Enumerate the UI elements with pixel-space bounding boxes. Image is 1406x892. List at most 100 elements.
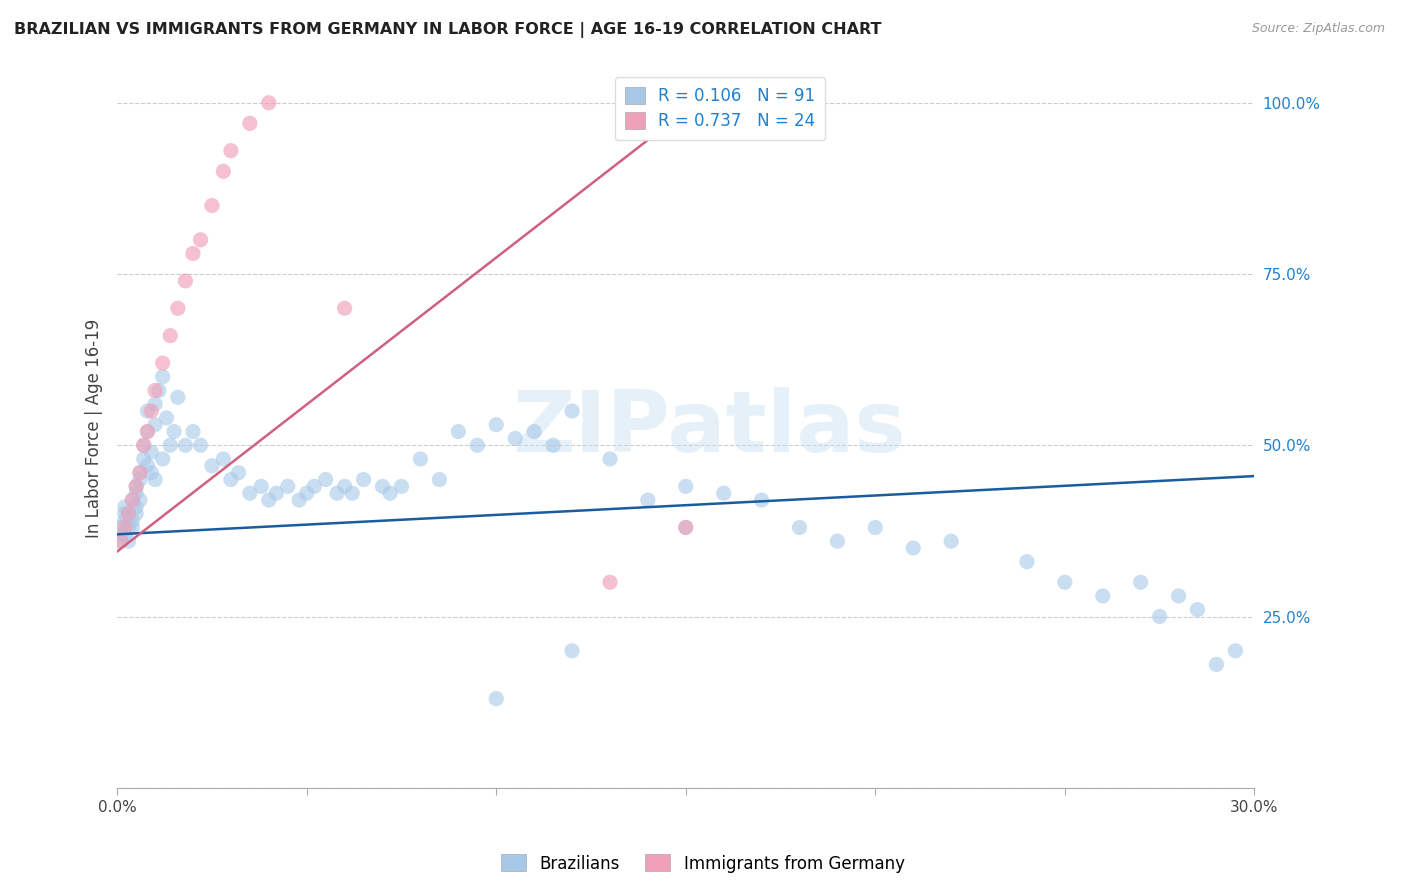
Point (288, 493, 311, 508)
Point (159, 328, 181, 343)
Point (121, 493, 143, 508)
Point (166, 301, 188, 316)
Point (239, 116, 262, 130)
Point (129, 466, 152, 480)
Point (1167, 589, 1189, 603)
Point (599, 575, 621, 590)
Point (166, 390, 188, 404)
Point (1091, 589, 1114, 603)
Point (865, 520, 887, 534)
Point (143, 397, 166, 411)
Point (485, 417, 508, 432)
Point (212, 164, 235, 178)
Point (129, 493, 152, 508)
Point (117, 507, 139, 521)
Point (239, 486, 262, 500)
Point (163, 425, 186, 439)
Text: BRAZILIAN VS IMMIGRANTS FROM GERMANY IN LABOR FORCE | AGE 16-19 CORRELATION CHAR: BRAZILIAN VS IMMIGRANTS FROM GERMANY IN … (14, 22, 882, 38)
Point (155, 410, 177, 425)
Point (409, 452, 432, 467)
Point (152, 356, 174, 370)
Point (132, 438, 155, 452)
Point (201, 458, 224, 473)
Point (141, 445, 163, 459)
Point (250, 479, 273, 493)
Point (136, 425, 159, 439)
Point (125, 479, 148, 493)
Point (447, 425, 470, 439)
Point (114, 527, 136, 541)
Point (277, 479, 299, 493)
Point (190, 438, 212, 452)
Point (1205, 657, 1227, 672)
Point (333, 301, 356, 316)
Point (114, 500, 136, 514)
Point (827, 534, 849, 549)
Point (228, 466, 250, 480)
Point (110, 534, 132, 549)
Point (295, 486, 318, 500)
Point (1149, 609, 1171, 624)
Point (117, 534, 139, 549)
Point (125, 507, 148, 521)
Text: Source: ZipAtlas.com: Source: ZipAtlas.com (1251, 22, 1385, 36)
Point (143, 417, 166, 432)
Point (114, 514, 136, 528)
Point (326, 486, 349, 500)
Legend: Brazilians, Immigrants from Germany: Brazilians, Immigrants from Germany (495, 847, 911, 880)
Point (1053, 575, 1076, 590)
Point (523, 425, 546, 439)
Point (939, 534, 962, 549)
Point (125, 500, 148, 514)
Point (561, 644, 583, 658)
Point (1225, 644, 1247, 658)
Point (1187, 602, 1209, 616)
Point (371, 479, 394, 493)
Point (1015, 555, 1038, 569)
Point (751, 493, 773, 508)
Point (1129, 575, 1152, 590)
Point (219, 144, 242, 158)
Point (132, 452, 155, 467)
Point (117, 507, 139, 521)
Point (129, 473, 152, 487)
Point (141, 466, 163, 480)
Point (201, 198, 224, 212)
Point (110, 527, 132, 541)
Point (143, 384, 166, 398)
Point (125, 486, 148, 500)
Point (129, 466, 152, 480)
Point (152, 369, 174, 384)
Point (315, 473, 337, 487)
Point (174, 274, 197, 288)
Point (174, 438, 197, 452)
Point (599, 452, 621, 467)
Point (136, 458, 159, 473)
Point (637, 493, 659, 508)
Point (181, 246, 204, 260)
Point (114, 507, 136, 521)
Point (148, 384, 170, 398)
Point (114, 520, 136, 534)
Legend: R = 0.106   N = 91, R = 0.737   N = 24: R = 0.106 N = 91, R = 0.737 N = 24 (614, 77, 825, 140)
Point (485, 691, 508, 706)
Point (541, 438, 564, 452)
Point (675, 520, 697, 534)
Point (110, 534, 132, 549)
Point (675, 520, 697, 534)
Point (117, 520, 139, 534)
Point (121, 520, 143, 534)
Point (378, 486, 401, 500)
Point (503, 431, 526, 445)
Point (266, 486, 288, 500)
Point (152, 452, 174, 467)
Point (136, 425, 159, 439)
Point (713, 486, 735, 500)
Point (675, 479, 697, 493)
Point (353, 473, 375, 487)
Point (789, 520, 811, 534)
Text: ZIPatlas: ZIPatlas (512, 386, 905, 469)
Point (212, 452, 235, 467)
Point (429, 473, 451, 487)
Point (333, 479, 356, 493)
